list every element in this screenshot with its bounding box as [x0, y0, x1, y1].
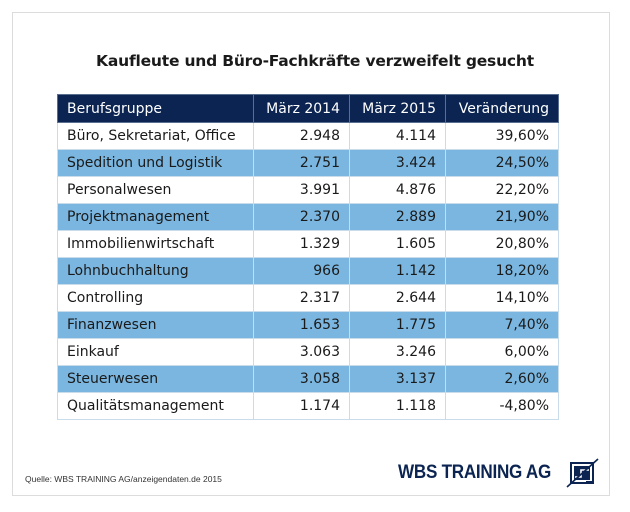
cell-maerz-2014: 2.751: [253, 149, 350, 177]
table-row: Lohnbuchhaltung 966 1.142 18,20%: [57, 257, 559, 285]
table-row: Spedition und Logistik 2.751 3.424 24,50%: [57, 149, 559, 177]
cell-maerz-2014: 2.317: [253, 284, 350, 312]
source-note: Quelle: WBS TRAINING AG/anzeigendaten.de…: [25, 474, 222, 484]
cell-maerz-2015: 4.114: [349, 122, 446, 150]
cell-maerz-2015: 1.775: [349, 311, 446, 339]
cell-veraenderung: 24,50%: [445, 149, 559, 177]
table-row: Qualitätsmanagement 1.174 1.118 -4,80%: [57, 392, 559, 420]
wbs-logo: WBS TRAINING AG: [398, 457, 600, 489]
cell-berufsgruppe: Qualitätsmanagement: [57, 392, 254, 420]
table-row: Büro, Sekretariat, Office 2.948 4.114 39,60…: [57, 122, 559, 150]
column-header-maerz-2014: März 2014: [253, 94, 350, 123]
cell-veraenderung: 22,20%: [445, 176, 559, 204]
chart-title: Kaufleute und Büro-Fachkräfte verzweifel…: [96, 52, 534, 70]
column-header-veraenderung: Veränderung: [445, 94, 559, 123]
cell-berufsgruppe: Projektmanagement: [57, 203, 254, 231]
logo-text: WBS TRAINING AG: [398, 462, 552, 483]
cell-maerz-2015: 4.876: [349, 176, 446, 204]
cell-veraenderung: -4,80%: [445, 392, 559, 420]
cell-veraenderung: 18,20%: [445, 257, 559, 285]
table-row: Einkauf 3.063 3.246 6,00%: [57, 338, 559, 366]
data-table: Berufsgruppe März 2014 März 2015 Verände…: [57, 94, 559, 420]
cell-maerz-2014: 3.063: [253, 338, 350, 366]
cell-berufsgruppe: Immobilienwirtschaft: [57, 230, 254, 258]
cell-berufsgruppe: Personalwesen: [57, 176, 254, 204]
cell-maerz-2014: 2.948: [253, 122, 350, 150]
cell-berufsgruppe: Finanzwesen: [57, 311, 254, 339]
cell-veraenderung: 7,40%: [445, 311, 559, 339]
cell-berufsgruppe: Einkauf: [57, 338, 254, 366]
cell-berufsgruppe: Büro, Sekretariat, Office: [57, 122, 254, 150]
cell-maerz-2015: 2.644: [349, 284, 446, 312]
cell-maerz-2014: 2.370: [253, 203, 350, 231]
table-header-row: Berufsgruppe März 2014 März 2015 Verände…: [57, 94, 559, 123]
cell-veraenderung: 2,60%: [445, 365, 559, 393]
cell-maerz-2014: 1.653: [253, 311, 350, 339]
column-header-berufsgruppe: Berufsgruppe: [57, 94, 254, 123]
cell-maerz-2015: 1.605: [349, 230, 446, 258]
cell-maerz-2014: 1.329: [253, 230, 350, 258]
cell-berufsgruppe: Lohnbuchhaltung: [57, 257, 254, 285]
cell-maerz-2015: 3.424: [349, 149, 446, 177]
table-body: Büro, Sekretariat, Office 2.948 4.114 39,60…: [57, 122, 559, 420]
wbs-logo-icon: [566, 458, 599, 488]
cell-maerz-2015: 2.889: [349, 203, 446, 231]
cell-maerz-2014: 1.174: [253, 392, 350, 420]
cell-maerz-2014: 3.991: [253, 176, 350, 204]
cell-veraenderung: 6,00%: [445, 338, 559, 366]
cell-maerz-2014: 966: [253, 257, 350, 285]
table-row: Controlling 2.317 2.644 14,10%: [57, 284, 559, 312]
cell-berufsgruppe: Steuerwesen: [57, 365, 254, 393]
cell-veraenderung: 21,90%: [445, 203, 559, 231]
cell-veraenderung: 39,60%: [445, 122, 559, 150]
cell-maerz-2015: 3.137: [349, 365, 446, 393]
cell-maerz-2014: 3.058: [253, 365, 350, 393]
cell-maerz-2015: 1.118: [349, 392, 446, 420]
table-row: Projektmanagement 2.370 2.889 21,90%: [57, 203, 559, 231]
cell-veraenderung: 14,10%: [445, 284, 559, 312]
cell-berufsgruppe: Spedition und Logistik: [57, 149, 254, 177]
cell-berufsgruppe: Controlling: [57, 284, 254, 312]
table-row: Finanzwesen 1.653 1.775 7,40%: [57, 311, 559, 339]
cell-maerz-2015: 1.142: [349, 257, 446, 285]
column-header-maerz-2015: März 2015: [349, 94, 446, 123]
cell-maerz-2015: 3.246: [349, 338, 446, 366]
table-row: Personalwesen 3.991 4.876 22,20%: [57, 176, 559, 204]
cell-veraenderung: 20,80%: [445, 230, 559, 258]
table-row: Steuerwesen 3.058 3.137 2,60%: [57, 365, 559, 393]
table-row: Immobilienwirtschaft 1.329 1.605 20,80%: [57, 230, 559, 258]
